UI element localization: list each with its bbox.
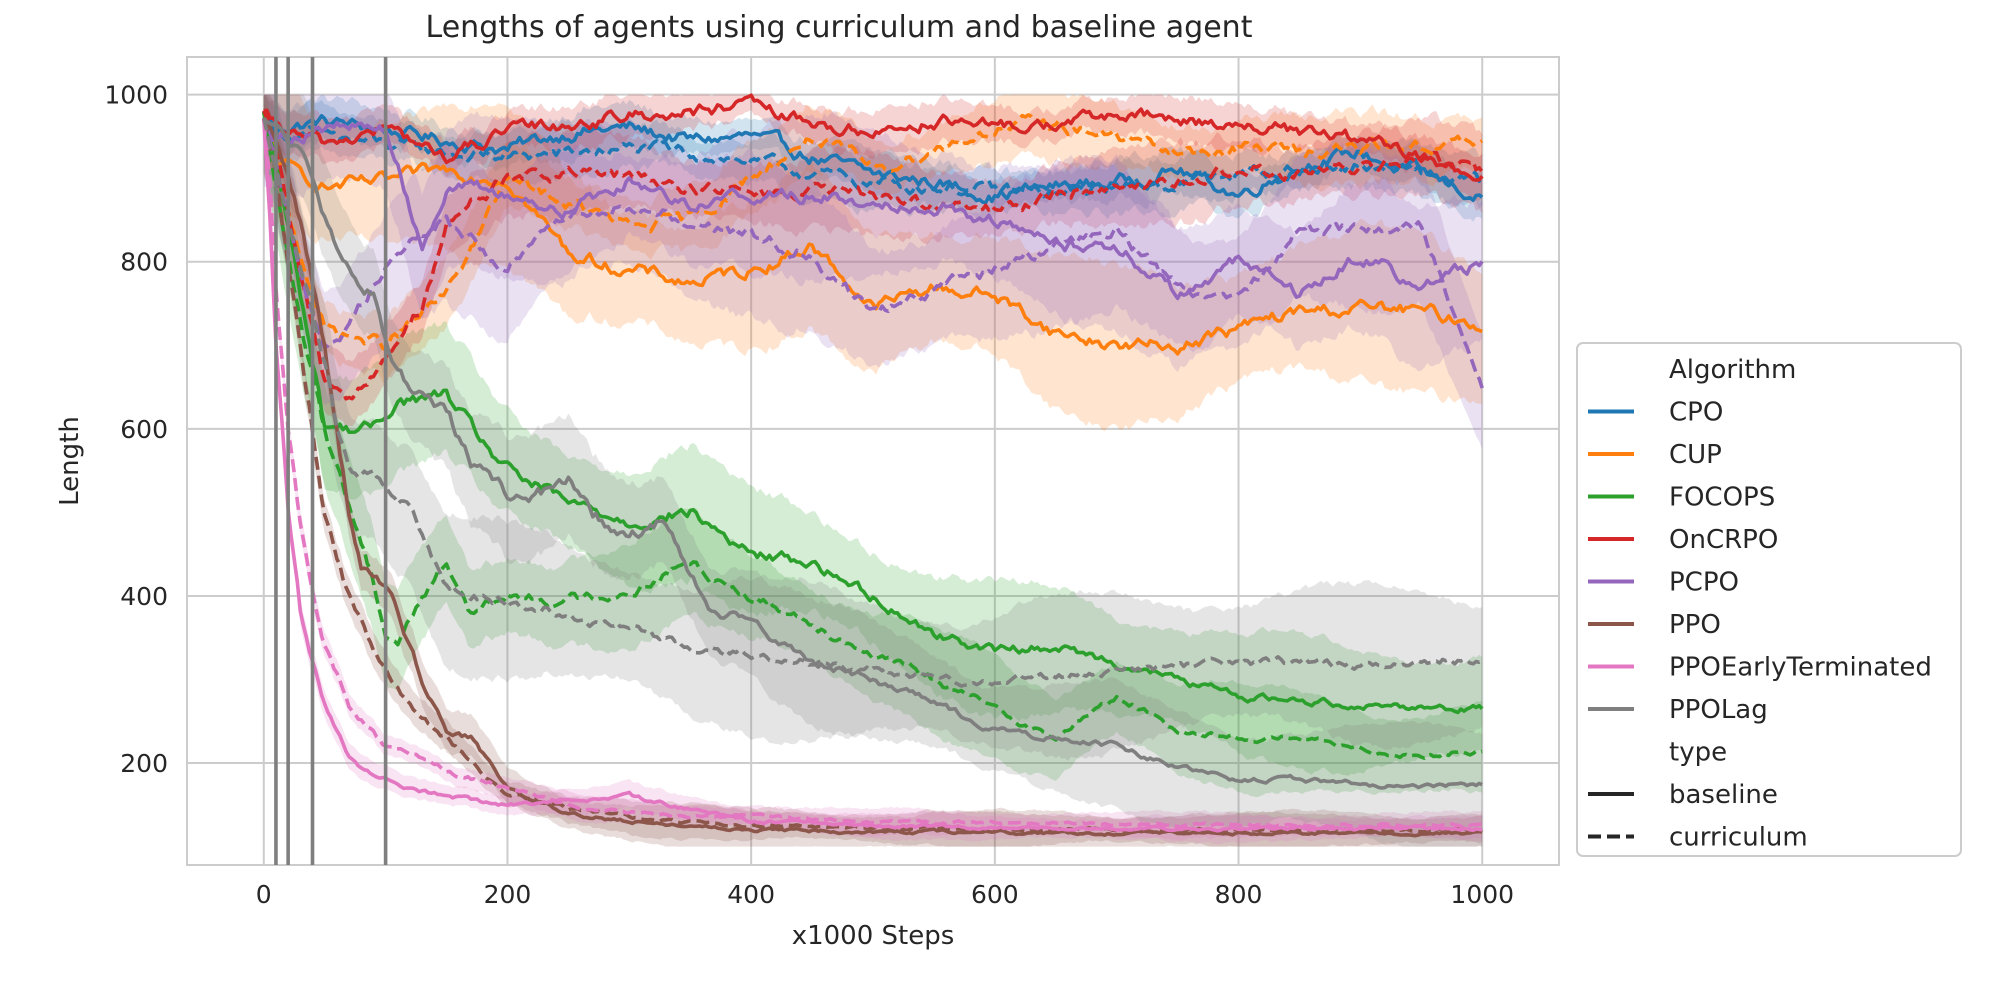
line-ppo-baseline (262, 118, 1483, 838)
line-focops-baseline (262, 111, 1484, 715)
y-tick-label: 400 (120, 582, 168, 611)
y-tick-label: 600 (120, 415, 168, 444)
legend-label-ppolag: PPOLag (1669, 695, 1768, 725)
legend-label-cup: CUP (1669, 440, 1722, 470)
x-axis-label: x1000 Steps (792, 921, 955, 951)
line-ppolag-baseline (262, 116, 1483, 790)
line-focops-curriculum (262, 111, 1483, 761)
tick-labels: 0 200 400 600 800 1000 200 400 600 800 1000 (104, 81, 1514, 909)
legend-title-algorithm: Algorithm (1669, 355, 1796, 385)
legend-frame (1576, 342, 1962, 857)
chart-title: Lengths of agents using curriculum and b… (426, 10, 1253, 45)
legend-label-ppo: PPO (1669, 610, 1721, 640)
line-pcpo-baseline (262, 119, 1484, 301)
vertical-markers (274, 57, 388, 865)
legend-label-curriculum: curriculum (1669, 823, 1808, 853)
legend-label-oncrpo: OnCRPO (1669, 525, 1778, 555)
band-cup-curriculum (263, 94, 1483, 385)
line-cup-curriculum (262, 111, 1483, 352)
x-tick-label: 200 (484, 880, 532, 909)
band-cup-baseline (263, 94, 1483, 432)
legend-title-type: type (1669, 738, 1727, 768)
band-pcpo-curriculum (263, 94, 1483, 450)
line-pcpo-curriculum (262, 119, 1484, 389)
legend-label-pcpo: PCPO (1669, 568, 1739, 598)
series-lines (262, 93, 1484, 838)
band-focops-curriculum (263, 94, 1483, 798)
band-pcpo-baseline (263, 94, 1483, 373)
x-tick-label: 600 (971, 880, 1019, 909)
line-oncrpo-baseline (263, 93, 1484, 182)
y-axis-label: Length (55, 416, 85, 506)
legend-label-ppoearlyterminated: PPOEarlyTerminated (1669, 653, 1932, 683)
line-ppoearlyterminated-curriculum (262, 118, 1483, 830)
line-oncrpo-curriculum (262, 110, 1484, 401)
x-tick-label: 1000 (1450, 880, 1514, 909)
band-oncrpo-curriculum (263, 94, 1483, 428)
legend: Algorithm CPO CUP FOCOPS OnCRPO PCPO PPO PPOEar… (1576, 342, 1962, 857)
line-ppolag-curriculum (262, 117, 1483, 688)
plot-area (186, 56, 1560, 866)
line-cpo-baseline (262, 112, 1484, 205)
y-tick-label: 1000 (104, 81, 168, 110)
legend-label-focops: FOCOPS (1669, 483, 1775, 513)
line-ppoearlyterminated-baseline (262, 118, 1483, 833)
x-tick-label: 400 (727, 880, 775, 909)
y-tick-label: 800 (120, 248, 168, 277)
band-ppolag-baseline (263, 94, 1483, 847)
x-tick-label: 0 (256, 880, 272, 909)
y-tick-label: 200 (120, 749, 168, 778)
legend-label-cpo: CPO (1669, 398, 1723, 428)
x-tick-label: 800 (1215, 880, 1263, 909)
legend-label-baseline: baseline (1669, 780, 1778, 810)
grid (187, 57, 1559, 865)
